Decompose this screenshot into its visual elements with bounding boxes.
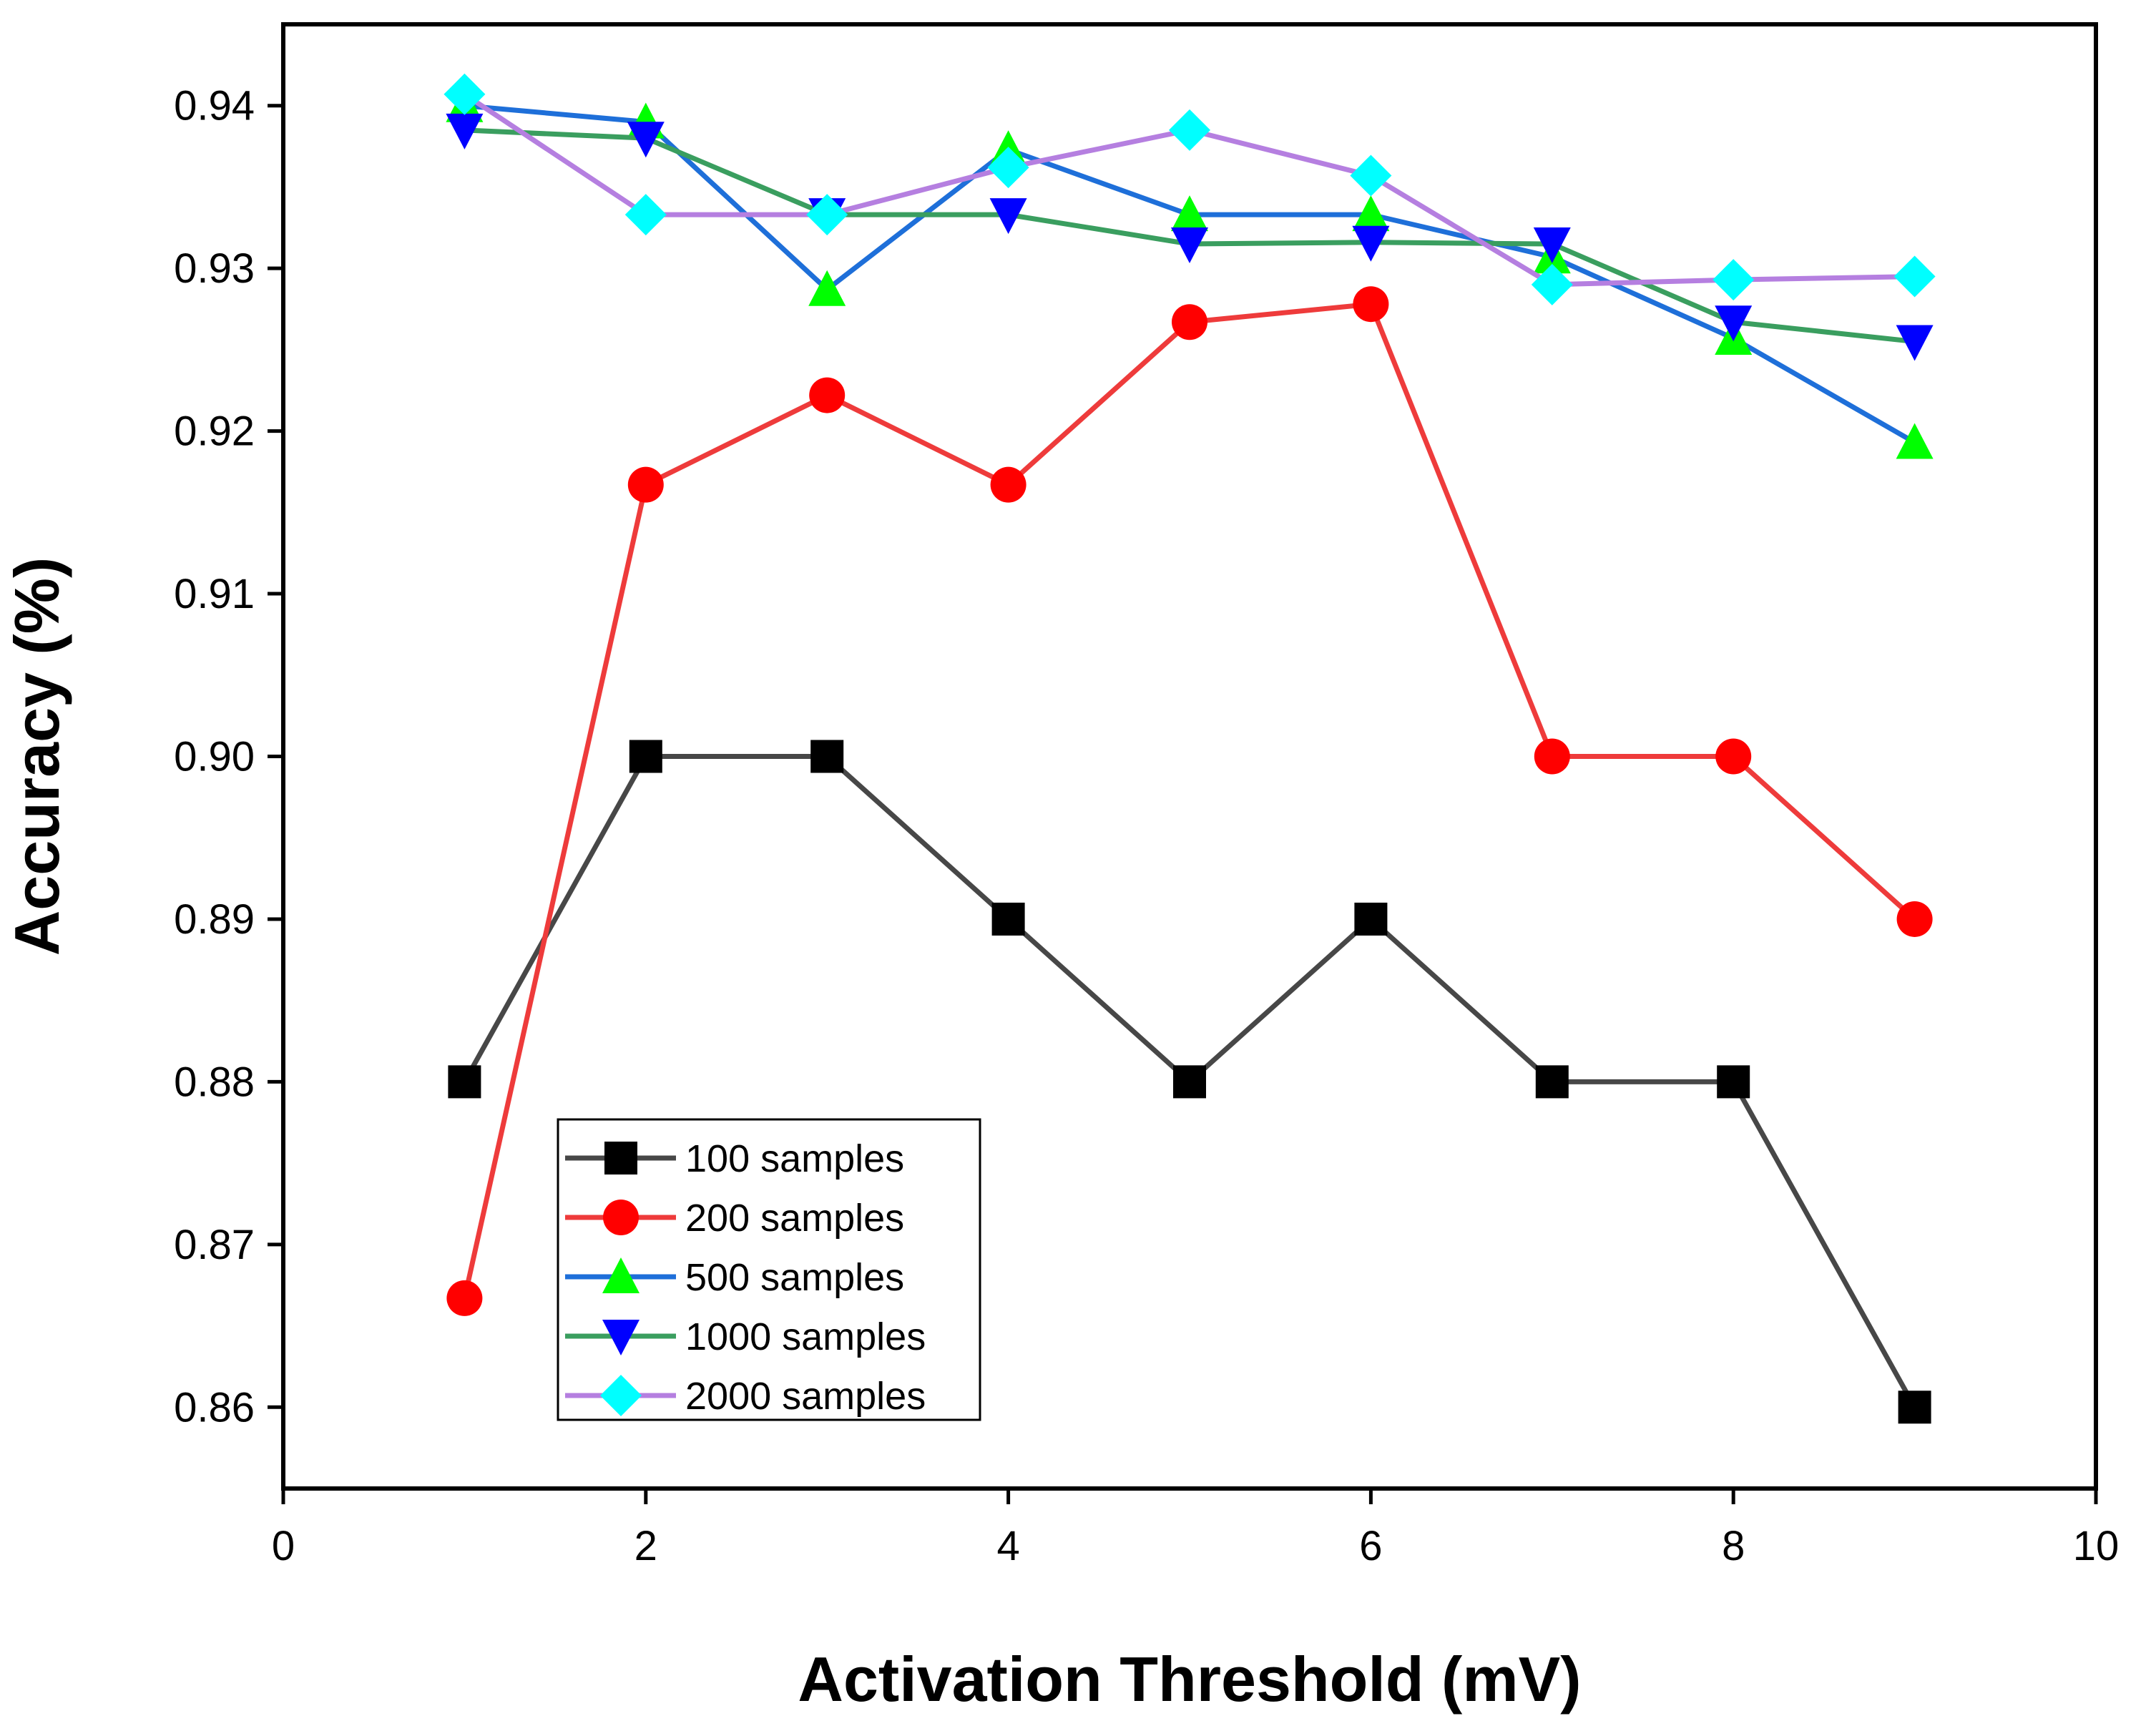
data-point: [1353, 286, 1389, 323]
data-point: [989, 198, 1027, 235]
data-point: [809, 377, 846, 413]
data-point: [446, 1280, 483, 1316]
data-point: [1531, 263, 1573, 305]
data-point: [629, 740, 662, 773]
data-point: [1898, 1391, 1931, 1424]
x-tick-label: 2: [634, 1523, 657, 1569]
data-point: [1169, 109, 1210, 151]
data-point: [987, 147, 1029, 189]
data-point: [1173, 1065, 1206, 1099]
data-point: [1713, 259, 1755, 301]
data-point: [627, 122, 665, 158]
legend-marker: [600, 1375, 642, 1416]
data-point: [1354, 902, 1388, 936]
data-point: [1715, 738, 1752, 775]
legend-marker: [602, 1320, 640, 1355]
y-tick-label: 0.89: [174, 896, 255, 943]
legend-label: 200 samples: [685, 1197, 904, 1240]
data-point: [1171, 195, 1208, 232]
y-tick-label: 0.87: [174, 1222, 255, 1268]
data-point: [444, 73, 486, 115]
data-point: [806, 194, 848, 236]
data-point: [1535, 1065, 1569, 1099]
series-layer: [444, 73, 1936, 1424]
data-point: [627, 466, 664, 503]
series-200-samples: [446, 286, 1933, 1316]
data-point: [1896, 325, 1934, 361]
legend-label: 100 samples: [685, 1137, 904, 1180]
x-axis-title: Activation Threshold (mV): [798, 1644, 1581, 1715]
y-tick-label: 0.90: [174, 734, 255, 780]
data-point: [1352, 225, 1390, 262]
data-point: [1350, 155, 1392, 197]
x-tick-label: 8: [1722, 1523, 1745, 1569]
y-axis-title: Accuracy (%): [1, 557, 72, 956]
legend-marker: [604, 1142, 637, 1175]
data-point: [1533, 227, 1571, 264]
data-point: [1352, 195, 1390, 232]
data-point: [1893, 255, 1936, 298]
legend-marker: [602, 1257, 640, 1293]
x-tick-label: 10: [2073, 1523, 2120, 1569]
data-point: [808, 270, 846, 306]
data-point: [1171, 227, 1208, 264]
x-tick-label: 4: [996, 1523, 1019, 1569]
legend: 100 samples 200 samples 500 samples 1000 sa…: [557, 1118, 981, 1421]
legend-label: 500 samples: [685, 1256, 904, 1299]
series-2000-samples: [444, 73, 1936, 305]
data-point: [448, 1065, 481, 1099]
legend-marker: [603, 1200, 639, 1235]
data-point: [1534, 738, 1570, 775]
y-tick-label: 0.94: [174, 83, 255, 129]
y-tick-label: 0.86: [174, 1384, 255, 1431]
data-point: [810, 740, 844, 773]
series-1000-samples: [446, 113, 1934, 361]
legend-label: 2000 samples: [685, 1375, 926, 1418]
y-tick-label: 0.93: [174, 245, 255, 292]
data-point: [446, 113, 484, 149]
data-point: [1717, 1065, 1750, 1099]
y-tick-label: 0.91: [174, 571, 255, 617]
legend-label: 1000 samples: [685, 1315, 926, 1358]
series-100-samples: [448, 740, 1931, 1424]
data-point: [1172, 304, 1207, 340]
x-tick-label: 0: [272, 1523, 295, 1569]
data-point: [991, 902, 1025, 936]
y-tick-label: 0.92: [174, 408, 255, 455]
y-axis-ticks: 0.86 0.87 0.88 0.89 0.90 0.91 0.92 0.93 0.94: [174, 83, 283, 1431]
data-point: [1896, 423, 1934, 459]
data-point: [1715, 305, 1753, 342]
data-point: [624, 194, 667, 236]
data-point: [1896, 901, 1933, 937]
data-point: [990, 466, 1026, 503]
y-tick-label: 0.88: [174, 1059, 255, 1105]
x-axis-ticks: 0 2 4 6 8 10: [272, 1489, 2119, 1569]
x-tick-label: 6: [1359, 1523, 1382, 1569]
